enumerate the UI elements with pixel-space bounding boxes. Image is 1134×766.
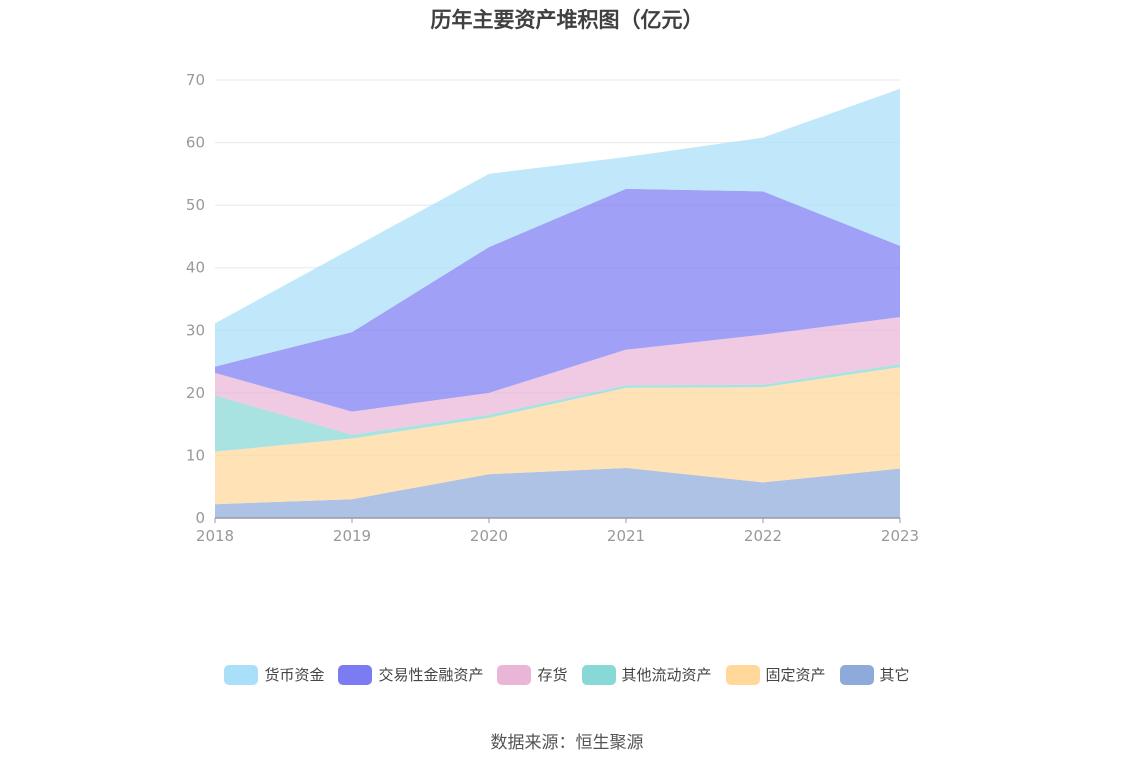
legend-swatch <box>497 664 532 685</box>
legend: 货币资金 交易性金融资产 存货 其他流动资产 固定资产 其它 <box>0 664 1134 685</box>
area-series-4 <box>215 188 900 412</box>
legend-label: 其他流动资产 <box>621 666 712 684</box>
legend-label: 其它 <box>879 666 910 684</box>
area-series-0 <box>215 467 900 518</box>
legend-item[interactable]: 固定资产 <box>725 664 826 685</box>
legend-item[interactable]: 存货 <box>497 664 568 685</box>
legend-swatch <box>839 664 874 685</box>
data-source: 数据来源：恒生聚源 <box>490 733 644 753</box>
legend-item[interactable]: 货币资金 <box>224 664 324 685</box>
y-tick-label: 10 <box>186 446 205 464</box>
x-tick-label: 2022 <box>744 527 782 545</box>
legend-swatch <box>338 664 373 685</box>
stacked-area-chart: 0 10 20 30 40 50 60 70 2018 2019 2020 2021 2022 2023 <box>186 71 919 545</box>
legend-swatch <box>224 664 259 685</box>
legend-label: 货币资金 <box>264 666 325 684</box>
x-tick-label: 2018 <box>196 527 234 545</box>
y-tick-label: 20 <box>186 384 205 402</box>
y-tick-label: 60 <box>186 134 205 152</box>
area-series-3 <box>215 317 900 435</box>
y-tick-label: 70 <box>186 71 205 89</box>
legend-swatch <box>725 664 760 685</box>
y-tick-label: 30 <box>186 321 205 339</box>
x-tick-label: 2019 <box>333 527 371 545</box>
x-tick-label: 2021 <box>607 527 645 545</box>
area-series-2 <box>215 364 900 452</box>
legend-label: 固定资产 <box>765 666 826 684</box>
y-tick-label: 0 <box>195 509 205 527</box>
area-series-5 <box>215 88 900 367</box>
legend-label: 存货 <box>537 666 568 684</box>
chart-title: 历年主要资产堆积图（亿元） <box>430 8 704 32</box>
legend-swatch <box>581 664 616 685</box>
area-series-1 <box>215 367 900 505</box>
y-tick-label: 40 <box>186 259 205 277</box>
legend-item[interactable]: 其他流动资产 <box>581 664 712 685</box>
x-tick-label: 2023 <box>881 527 919 545</box>
legend-item[interactable]: 其它 <box>839 664 910 685</box>
legend-item[interactable]: 交易性金融资产 <box>338 664 483 685</box>
legend-label: 交易性金融资产 <box>378 666 484 684</box>
y-tick-label: 50 <box>186 196 205 214</box>
x-tick-label: 2020 <box>470 527 508 545</box>
